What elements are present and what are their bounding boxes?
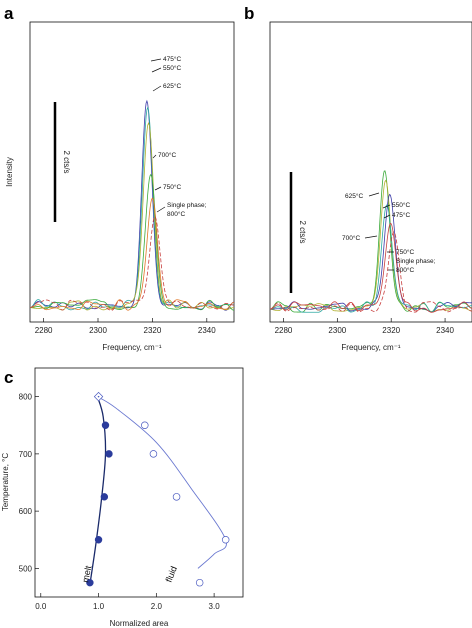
panel-c-point-fluid-3 [149,450,158,458]
panel-c-curve-melt [89,396,107,585]
panel-b-x-ticks: 2280 2300 2320 2340 [275,318,455,335]
panel-c-point-melt-4 [101,421,110,429]
panel-b-scale-bar-label: 2 cts/s [298,220,307,243]
panel-a-annotation-arrows [150,58,166,213]
panel-a-series-4 [29,197,235,311]
panel-b-x-tick-label-2: 2320 [382,326,400,335]
panel-a-x-tick-label-0: 2280 [35,326,53,335]
a-ann-550: 550°C [163,64,181,72]
panel-c-point-melt-3 [105,450,113,458]
panel-a-x-ticks: 2280 2300 2320 2340 [35,318,216,335]
panel-a-y-label: Intensity [5,157,14,187]
panel-c-fluid-label: fluid [164,565,179,584]
a-ann-800: 800°C [167,210,185,218]
panel-c-x-label: Normalized area [110,619,169,628]
panel-c-scatter: 0.0 1.0 2.0 3.0 500 600 700 800 Normalized are… [1,367,244,628]
b-ann-750: 750°C [396,248,414,256]
panel-b-x-tick-label-0: 2280 [275,326,293,335]
panel-c-curves [89,396,227,585]
panel-a-series-2 [29,121,235,311]
panel-c-frame [34,367,244,598]
panel-c-point-fluid-0 [195,578,204,587]
panel-a-series-group [29,99,235,311]
panel-c-point-fluid-4 [141,421,149,430]
panel-c-y-tick-label-0: 500 [19,564,33,573]
panel-c-x-tick-label-0: 0.0 [35,602,47,611]
panel-a-annotations: 475°C 550°C 625°C 700°C 750°C Single pha… [150,55,207,218]
panel-a-x-tick-label-2: 2320 [144,326,162,335]
panel-c-y-tick-label-2: 700 [19,450,33,459]
panel-a-series-3 [29,173,235,311]
panel-label-c: c [4,368,13,387]
b-ann-700: 700°C [342,234,360,242]
panel-c-x-tick-label-1: 1.0 [93,602,105,611]
panel-a-x-tick-label-1: 2300 [89,326,107,335]
panel-c-y-label: Temperature, °C [1,453,10,512]
b-ann-625: 625°C [345,192,363,200]
panel-c-points [86,391,230,587]
panel-c-point-melt-1 [94,536,103,544]
panel-c-point-melt-0 [86,578,94,587]
panel-a-x-tick-label-3: 2340 [198,326,216,335]
panel-c-diamond-dot [97,395,100,398]
panel-a-scale-bar-label: 2 cts/s [62,150,71,173]
b-ann-475: 475°C [392,211,410,219]
panel-c-point-melt-2 [100,493,109,501]
panel-a-x-label: Frequency, cm⁻¹ [102,343,162,352]
panel-b-annotations: 625°C 550°C 475°C 700°C 750°C Single pha… [342,192,436,274]
a-ann-475: 475°C [163,55,181,63]
panel-a-frame [29,21,235,323]
panel-c-y-tick-label-3: 800 [19,393,33,402]
panel-b-frame [269,21,472,323]
panel-c-y-ticks: 500 600 700 800 [19,393,39,573]
panel-c-point-fluid-2 [172,493,181,501]
panel-a-series-5 [29,216,235,311]
panel-b-series-group [269,170,472,313]
a-ann-625: 625°C [163,82,181,90]
panel-c-x-ticks: 0.0 1.0 2.0 3.0 [35,593,220,611]
a-ann-700: 700°C [158,151,176,159]
panel-c-x-tick-label-3: 3.0 [209,602,221,611]
panel-a-spectrum: 2280 2300 2320 2340 Frequency, cm⁻¹ Intensi… [5,21,235,352]
panel-c-y-tick-label-1: 600 [19,507,33,516]
b-ann-800: 800°C [396,266,414,274]
panel-b-x-label: Frequency, cm⁻¹ [341,343,401,352]
panel-b-x-tick-label-3: 2340 [436,326,454,335]
panel-label-a: a [4,4,14,23]
panel-b-series-5 [269,231,472,313]
panel-b-spectrum: 2280 2300 2320 2340 Frequency, cm⁻¹ 2 cts/s… [269,21,472,352]
panel-c-melt-label: melt [80,564,93,583]
a-ann-single-phase: Single phase; [167,202,207,209]
panel-b-series-2 [269,193,472,313]
b-ann-single-phase: Single phase; [396,258,436,265]
panel-b-x-tick-label-1: 2300 [328,326,346,335]
panel-label-b: b [244,4,254,23]
panel-c-curve-fluid [97,396,227,569]
panel-b-series-4 [269,222,472,313]
b-ann-550: 550°C [392,201,410,209]
a-ann-750: 750°C [163,183,181,191]
panel-c-point-fluid-1 [221,535,230,544]
panel-b-series-1 [269,179,472,313]
panel-c-x-tick-label-2: 2.0 [151,602,163,611]
panel-b-annotation-arrows [364,192,394,271]
